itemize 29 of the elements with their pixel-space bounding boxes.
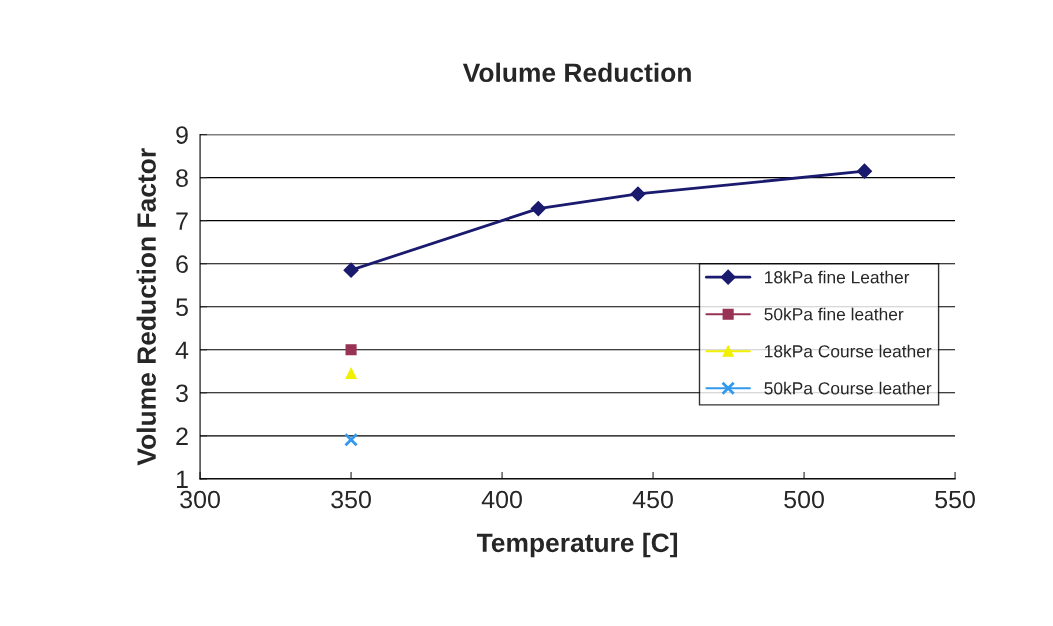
y-tick-label: 8	[176, 169, 188, 187]
y-tick-label: 9	[176, 126, 188, 144]
point	[630, 186, 646, 202]
y-tick-label: 2	[176, 427, 188, 445]
legend-label: 18kPa fine Leather	[765, 270, 910, 284]
y-tick-label: 6	[176, 255, 188, 274]
x-tick-label: 350	[331, 490, 371, 509]
x-tick-label: 500	[784, 490, 824, 509]
legend-label: 50kPa Course leather	[764, 381, 932, 395]
x-axis-title: Temperature [C]	[476, 532, 678, 558]
y-tick-label: 1	[176, 470, 188, 488]
x-tick-label: 550	[935, 490, 975, 509]
chart-title: Volume Reduction	[462, 62, 691, 83]
legend-label: 18kPa Course leather	[765, 344, 932, 358]
point	[343, 262, 359, 278]
y-tick-label: 5	[176, 298, 188, 317]
y-tick-label: 3	[176, 384, 188, 403]
point	[530, 201, 546, 217]
y-axis-title: Volume Reduction Factor	[136, 148, 156, 466]
y-tick-label: 7	[176, 212, 188, 230]
point	[345, 344, 357, 356]
point	[344, 432, 359, 447]
x-tick-label: 450	[632, 490, 673, 509]
legend-label: 50kPa fine leather	[764, 307, 904, 321]
x-tick-label: 300	[180, 490, 220, 509]
x-tick-label: 400	[481, 490, 522, 509]
point	[345, 367, 357, 380]
y-tick-label: 4	[175, 341, 189, 359]
point	[856, 163, 873, 179]
